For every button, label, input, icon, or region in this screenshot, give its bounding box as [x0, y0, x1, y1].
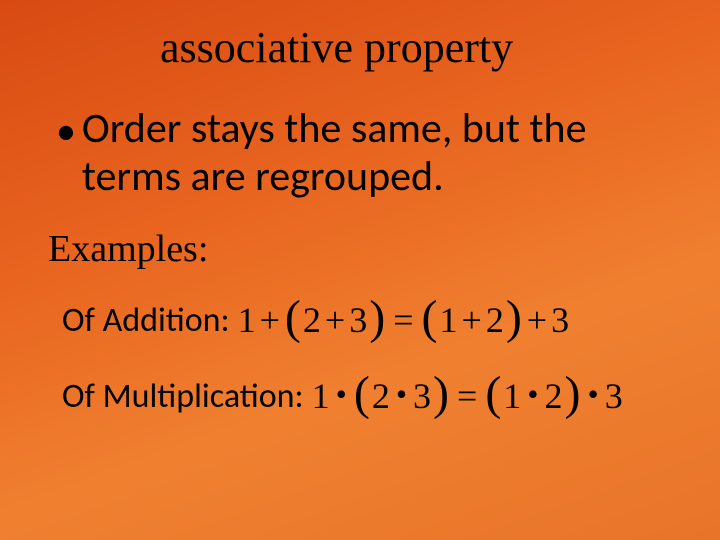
example-addition-row: Of Addition: 1+(2+3)=(1+2)+3 [0, 299, 720, 341]
bullet-marker-icon: • [56, 107, 76, 155]
example-addition-label: Of Addition: [62, 300, 230, 341]
example-multiplication-row: Of Multiplication: 1•(2•3)=(1•2)•3 [0, 375, 720, 417]
example-addition-math: 1+(2+3)=(1+2)+3 [238, 299, 571, 341]
slide: associative property • Order stays the s… [0, 0, 720, 540]
example-multiplication-math: 1•(2•3)=(1•2)•3 [312, 375, 624, 417]
examples-heading: Examples: [0, 227, 720, 271]
example-multiplication-label: Of Multiplication: [62, 376, 304, 417]
bullet-item: • Order stays the same, but the terms ar… [0, 105, 720, 201]
bullet-text: Order stays the same, but the terms are … [82, 105, 690, 201]
slide-title: associative property [0, 0, 720, 73]
